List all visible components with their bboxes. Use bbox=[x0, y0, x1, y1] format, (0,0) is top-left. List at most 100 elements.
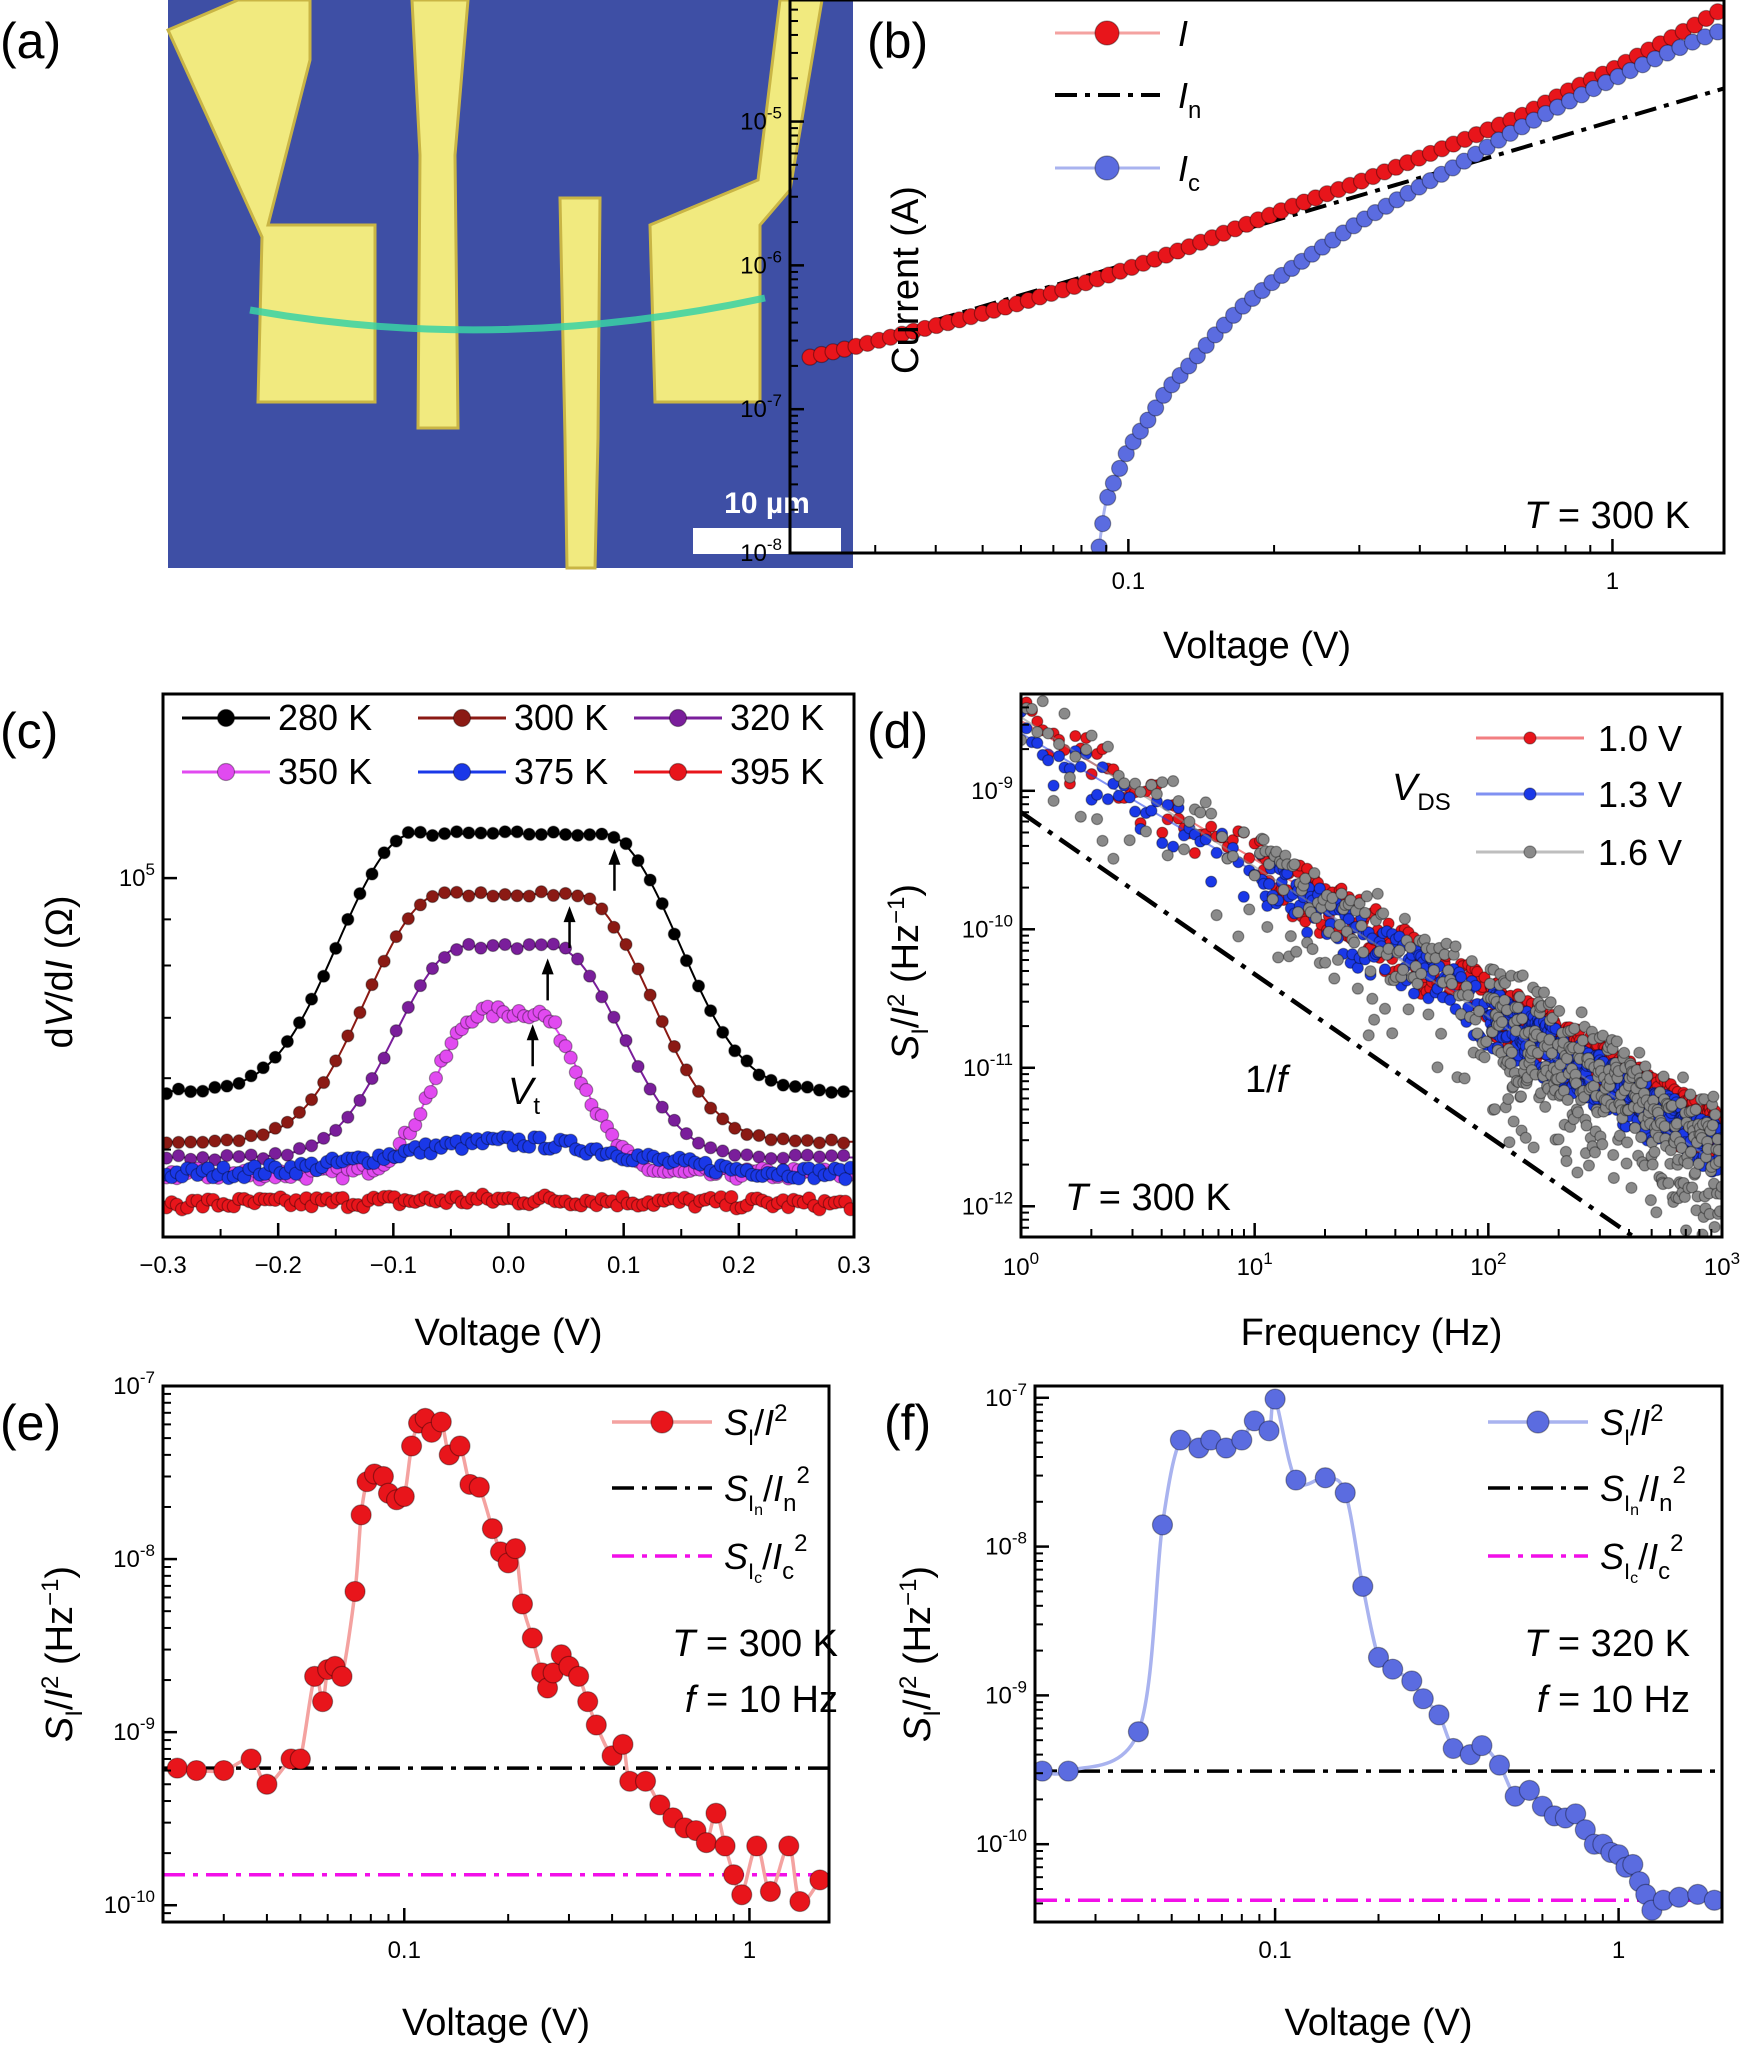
series-1.6 V-point bbox=[1263, 858, 1276, 871]
series-1.6 V-point bbox=[1139, 825, 1153, 838]
panel-e-xlabel: Voltage (V) bbox=[402, 2002, 590, 2044]
series-1.3 V-point bbox=[1042, 754, 1055, 767]
series-300 K-point bbox=[498, 887, 512, 902]
series-SI-over-I2-point bbox=[504, 1537, 527, 1560]
series-1.6 V-point bbox=[1657, 1070, 1670, 1083]
series-1.6 V-point bbox=[1261, 920, 1274, 934]
clip-b-plot-area bbox=[801, 3, 1724, 553]
series-1.6 V-point bbox=[1625, 1181, 1638, 1194]
series-320 K-point bbox=[304, 1139, 319, 1153]
series-300 K-point bbox=[631, 962, 645, 976]
series-1.6 V-point bbox=[1177, 843, 1191, 856]
legend-label-1: SIn/In2 bbox=[724, 1462, 810, 1519]
series-SI-over-I2-point bbox=[731, 1884, 753, 1906]
series-1.6 V-point bbox=[1639, 1060, 1652, 1073]
series-1.6 V-point bbox=[1107, 852, 1120, 865]
series-1.6 V-point bbox=[1272, 951, 1285, 964]
series-Ic-point bbox=[1111, 459, 1129, 478]
series-350 K-point bbox=[558, 1039, 573, 1054]
series-SI-over-I2-point bbox=[430, 1411, 452, 1433]
series-320 K-point bbox=[389, 1024, 403, 1038]
series-1.6 V-point bbox=[1243, 903, 1256, 916]
panel-a-label: (a) bbox=[0, 13, 61, 69]
panel-c-label: (c) bbox=[0, 703, 58, 759]
panel-e-y-tick-label: 10-10 bbox=[104, 1887, 155, 1919]
series-SI-over-I2-point bbox=[1243, 1410, 1265, 1432]
series-320 K-point bbox=[679, 1127, 694, 1141]
legend-label-280 K: 280 K bbox=[278, 697, 372, 738]
panel-e-y-tick-label: 10-9 bbox=[113, 1714, 155, 1746]
series-1.6 V-point bbox=[1553, 1004, 1566, 1018]
series-320 K-point bbox=[401, 1000, 415, 1014]
series-280 K-point bbox=[522, 827, 536, 841]
series-300 K-point bbox=[704, 1101, 718, 1115]
panel-f-legend: SI/I2 SIn/In2 SIc/Ic2 bbox=[1488, 1400, 1686, 1587]
series-280 K-point bbox=[341, 912, 355, 927]
series-300 K-point bbox=[716, 1112, 730, 1126]
series-1.6 V-point bbox=[1299, 872, 1312, 885]
series-1.6 V-point bbox=[1172, 794, 1185, 808]
series-1.6 V-point bbox=[1537, 986, 1551, 999]
series-1.6 V-point bbox=[1641, 1070, 1654, 1083]
series-1.6 V-point bbox=[1561, 1093, 1574, 1107]
series-320 K-point bbox=[595, 990, 609, 1004]
series-1.6 V-point bbox=[1063, 771, 1076, 784]
panel-c-legend: 280 K 300 K 320 K 350 K 375 K 395 K bbox=[182, 697, 824, 792]
series-1.6 V-point bbox=[1319, 956, 1332, 969]
transition-arrowhead-350 K bbox=[526, 1024, 539, 1041]
panel-f-y-tick-label: 10-10 bbox=[976, 1826, 1027, 1858]
series-320 K-point bbox=[837, 1148, 851, 1163]
series-280 K-point bbox=[655, 896, 669, 911]
series-300 K-point bbox=[317, 1075, 331, 1090]
legend-marker-350 K bbox=[216, 762, 236, 782]
legend-label-0: SI/I2 bbox=[1600, 1400, 1664, 1450]
panel-e-x-tick-label: 1 bbox=[743, 1937, 756, 1964]
series-320 K-point bbox=[474, 941, 488, 955]
series-280 K-point bbox=[486, 826, 500, 840]
series-1.6 V-point bbox=[1161, 849, 1174, 862]
series-375 K-point bbox=[843, 1160, 854, 1175]
series-SI-over-I2-point bbox=[312, 1691, 334, 1713]
series-300 K-point bbox=[728, 1121, 742, 1135]
series-1.6 V-point bbox=[1449, 940, 1462, 953]
legend-marker-1.6 V bbox=[1523, 845, 1537, 859]
panel-f-x-tick-label: 1 bbox=[1612, 1937, 1625, 1964]
series-1.6 V-point bbox=[1465, 954, 1478, 968]
series-1.6 V-point bbox=[1090, 813, 1104, 826]
legend-label-300 K: 300 K bbox=[514, 697, 608, 738]
series-SI-over-I2-point bbox=[759, 1880, 782, 1903]
legend-marker-300 K bbox=[452, 708, 472, 728]
series-1.6 V-point bbox=[1681, 1157, 1694, 1170]
series-1.6 V-point bbox=[1658, 1120, 1671, 1133]
series-1.6 V-point bbox=[1031, 725, 1044, 739]
series-1.6 V-point bbox=[1582, 1159, 1596, 1172]
series-SI-over-I2-point bbox=[1428, 1704, 1450, 1726]
series-1.0 V-point bbox=[1205, 820, 1218, 833]
series-1.6 V-point bbox=[1377, 907, 1390, 920]
series-1.6 V-point bbox=[1711, 1133, 1722, 1146]
series-280 K-point bbox=[196, 1084, 210, 1098]
series-1.6 V-point bbox=[1684, 1088, 1697, 1101]
series-Ic-point bbox=[1197, 336, 1215, 354]
panel-b-y-tick-label: 10-6 bbox=[740, 247, 782, 279]
series-280 K-point bbox=[377, 846, 391, 860]
series-SI-over-I2-point bbox=[1314, 1467, 1336, 1489]
series-1.6 V-point bbox=[1709, 1108, 1722, 1121]
series-1.6 V-point bbox=[1588, 1146, 1602, 1159]
series-SI-over-I2-point bbox=[449, 1435, 471, 1457]
series-1.3 V-point bbox=[1263, 877, 1276, 891]
panel-e-frame bbox=[161, 1384, 831, 1924]
series-1.0 V-point bbox=[1188, 846, 1201, 860]
series-320 K-point bbox=[534, 938, 548, 952]
series-1.6 V-point bbox=[1568, 1022, 1581, 1035]
series-1.6 V-point bbox=[1215, 830, 1229, 844]
panel-f-label: (f) bbox=[884, 1395, 931, 1451]
legend-marker-280 K bbox=[216, 708, 236, 728]
series-350 K-point bbox=[563, 1050, 578, 1065]
series-320 K-point bbox=[425, 961, 440, 976]
series-SI-over-I2-point bbox=[331, 1665, 353, 1687]
panel-c-xlabel: Voltage (V) bbox=[415, 1312, 603, 1354]
series-1.6 V-point bbox=[1676, 1071, 1690, 1084]
series-320 K-point bbox=[667, 1113, 681, 1127]
series-1.6 V-point bbox=[1580, 1119, 1593, 1132]
